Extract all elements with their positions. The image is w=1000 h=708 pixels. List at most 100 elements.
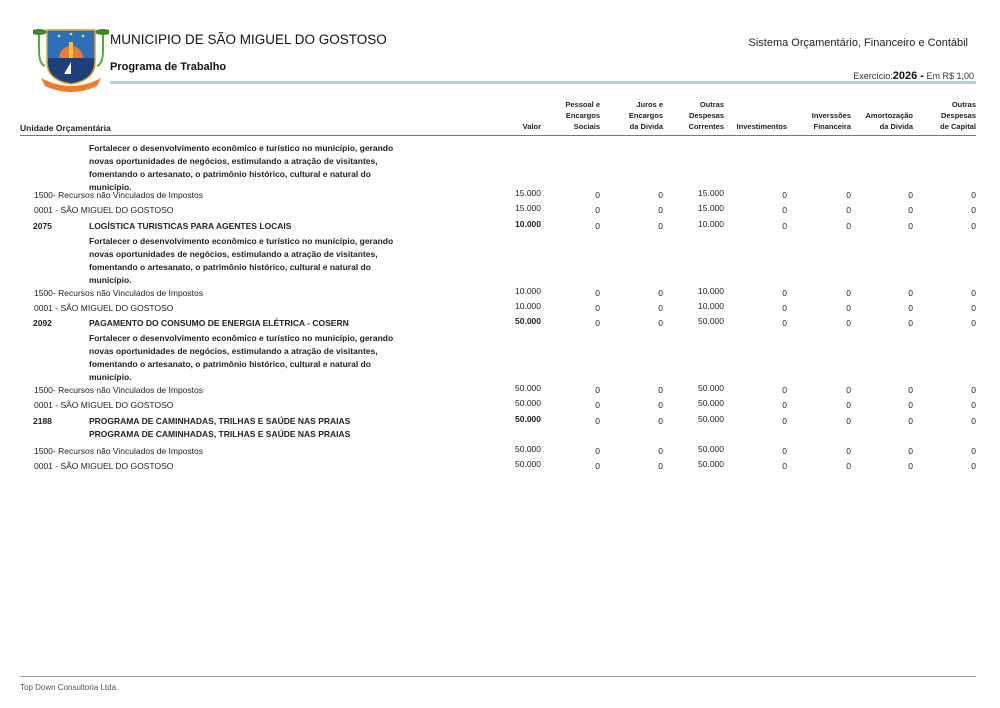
value-cell: 0 (971, 446, 976, 456)
value-cell: 0 (908, 416, 913, 426)
column-header-line: de Capital (940, 122, 976, 131)
value-cell: 50.000 (698, 444, 724, 454)
value-cell: 0 (782, 461, 787, 471)
value-cell: 0 (971, 205, 976, 215)
column-header-line: Despesas (940, 111, 976, 120)
value-cell: 0 (971, 303, 976, 313)
value-cell: 0 (846, 205, 851, 215)
value-cell: 0 (846, 461, 851, 471)
value-cell: 0 (595, 303, 600, 313)
value-cell: 0 (908, 385, 913, 395)
action-description: PROGRAMA DE CAMINHADAS, TRILHAS E SAÚDE … (89, 428, 409, 441)
column-header-unidade: Unidade Orçamentária (20, 123, 111, 133)
value-cell: 50.000 (698, 316, 724, 326)
column-header: Juros e Encargos da Divida (629, 99, 663, 132)
column-header-line: da Divida (879, 122, 913, 131)
value-cell: 50.000 (698, 414, 724, 424)
value-cell: 0 (658, 461, 663, 471)
column-header-line: da Divida (629, 122, 663, 131)
description-line: fomentando o artesanato, o patrimônio hi… (89, 359, 371, 369)
value-cell: 0 (782, 318, 787, 328)
exercicio-year: 2026 - (892, 70, 924, 82)
value-cell: 0 (782, 221, 787, 231)
value-cell: 50.000 (515, 414, 541, 424)
value-cell: 50.000 (698, 398, 724, 408)
value-cell: 0 (782, 205, 787, 215)
action-description: Fortalecer o desenvolvimento econômico e… (89, 142, 409, 194)
value-cell: 0 (908, 190, 913, 200)
description-line: Fortalecer o desenvolvimento econômico e… (89, 236, 394, 246)
column-header-line: Inverssões (811, 111, 851, 120)
action-code: 2092 (33, 318, 52, 328)
value-cell: 0 (595, 190, 600, 200)
value-cell: 0 (846, 416, 851, 426)
column-header-line: Juros e (636, 100, 663, 109)
value-cell: 10.000 (698, 301, 724, 311)
value-cell: 15.000 (515, 188, 541, 198)
column-header-line: Valor (522, 122, 541, 131)
value-cell: 0 (908, 303, 913, 313)
description-line: Fortalecer o desenvolvimento econômico e… (89, 333, 394, 343)
description-line: município. (89, 275, 132, 285)
value-cell: 50.000 (698, 383, 724, 393)
description-line: município. (89, 182, 132, 192)
value-cell: 0 (908, 288, 913, 298)
action-description: Fortalecer o desenvolvimento econômico e… (89, 332, 409, 384)
value-cell: 0 (971, 461, 976, 471)
column-header: Outras Despesas de Capital (940, 99, 976, 132)
system-name: Sistema Orçamentário, Financeiro e Contá… (748, 37, 968, 49)
column-header-line: Sociais (573, 122, 600, 131)
acao-label: PROGRAMA DE CAMINHADAS, TRILHAS E SAÚDE … (89, 416, 351, 426)
municipality-title: MUNICIPIO DE SÃO MIGUEL DO GOSTOSO (110, 32, 387, 47)
fonte-label: 1500- Recursos não Vinculados de Imposto… (34, 288, 203, 298)
value-cell: 0 (846, 190, 851, 200)
column-header: Amortozação da Divida (865, 110, 913, 132)
value-cell: 0 (595, 385, 600, 395)
column-header-line: Pessoal e (565, 100, 600, 109)
column-header-line: Correntes (688, 122, 724, 131)
exercicio-label: Exercício: (853, 71, 893, 81)
unidade-label: 0001 - SÃO MIGUEL DO GOSTOSO (34, 400, 174, 410)
value-cell: 0 (846, 303, 851, 313)
acao-label: LOGÍSTICA TURISTICAS PARA AGENTES LOCAIS (89, 221, 292, 231)
value-cell: 0 (971, 416, 976, 426)
value-cell: 0 (595, 221, 600, 231)
value-cell: 0 (782, 400, 787, 410)
value-cell: 10.000 (515, 301, 541, 311)
value-cell: 0 (908, 400, 913, 410)
value-cell: 0 (658, 205, 663, 215)
value-cell: 15.000 (698, 188, 724, 198)
column-header: Inverssões Financeira (812, 110, 851, 132)
column-header-line: Encargos (628, 111, 663, 120)
value-cell: 50.000 (515, 444, 541, 454)
exercicio-info: Exercício:2026 - Em R$ 1,00 (853, 70, 974, 82)
column-header-line: Outras (951, 100, 976, 109)
fonte-label: 1500- Recursos não Vinculados de Imposto… (34, 446, 203, 456)
value-cell: 0 (658, 190, 663, 200)
value-cell: 0 (971, 221, 976, 231)
value-cell: 0 (782, 385, 787, 395)
column-header-line: Amortozação (865, 111, 913, 120)
value-cell: 0 (971, 288, 976, 298)
value-cell: 0 (658, 288, 663, 298)
value-cell: 0 (846, 446, 851, 456)
value-cell: 15.000 (698, 203, 724, 213)
value-cell: 50.000 (515, 316, 541, 326)
header-divider (20, 135, 976, 136)
description-line: novas oportunidades de negócios, estimul… (89, 346, 378, 356)
description-line: fomentando o artesanato, o patrimônio hi… (89, 262, 371, 272)
footer-text: Top Down Consultoria Ltda. (20, 683, 119, 692)
value-cell: 0 (908, 318, 913, 328)
unidade-label: 0001 - SÃO MIGUEL DO GOSTOSO (34, 461, 174, 471)
coat-of-arms-logo (31, 24, 111, 92)
value-cell: 0 (846, 221, 851, 231)
report-title: Programa de Trabalho (110, 61, 227, 73)
column-header: Pessoal e Encargos Sociais (565, 99, 600, 132)
value-cell: 0 (782, 190, 787, 200)
value-cell: 0 (908, 446, 913, 456)
value-cell: 0 (846, 385, 851, 395)
description-line: fomentando o artesanato, o patrimônio hi… (89, 169, 371, 179)
column-header: Outras Despesas Correntes (689, 99, 724, 132)
currency-label: Em R$ 1,00 (926, 71, 974, 81)
fonte-label: 1500- Recursos não Vinculados de Imposto… (34, 190, 203, 200)
